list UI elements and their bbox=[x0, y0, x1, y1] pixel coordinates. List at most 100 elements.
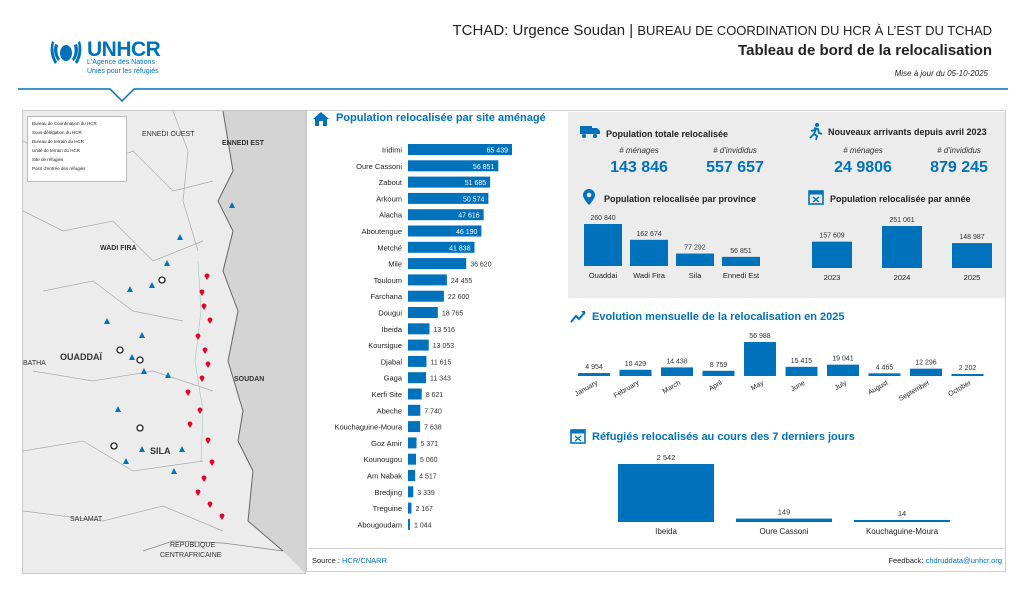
site-category-label: Aboutengue bbox=[362, 227, 402, 236]
site-value-label: 13 516 bbox=[433, 327, 455, 334]
site-bar bbox=[408, 241, 475, 253]
entry-point-marker bbox=[185, 389, 191, 396]
year-value-label: 148 987 bbox=[959, 234, 984, 241]
site-value-label: 36 620 bbox=[470, 262, 492, 269]
site-category-label: Goz Amir bbox=[371, 439, 402, 448]
last7-bar bbox=[618, 464, 714, 522]
year-bar bbox=[952, 243, 992, 268]
source-label: Source : bbox=[312, 556, 343, 565]
logo-name: UNHCR bbox=[87, 38, 161, 61]
new-arrivals-title: Nouveaux arrivants depuis avril 2023 bbox=[828, 127, 987, 137]
site-bar bbox=[408, 290, 444, 302]
site-category-label: Touloum bbox=[374, 276, 402, 285]
site-value-label: 8 621 bbox=[426, 392, 444, 399]
site-bar-chart: Iridimi 65 439 Oure Cassoni 56 851 Zabout 51 … bbox=[334, 144, 512, 530]
month-bar bbox=[910, 368, 942, 376]
year-category-label: 2025 bbox=[964, 273, 981, 282]
trend-icon bbox=[570, 309, 586, 328]
month-value-label: 4 465 bbox=[876, 364, 894, 371]
entry-point-marker bbox=[207, 317, 213, 324]
feedback-email-link[interactable]: chdruddata@unhcr.org bbox=[925, 556, 1002, 565]
last7-value-label: 2 542 bbox=[657, 453, 676, 462]
site-category-label: Ibeida bbox=[382, 325, 403, 334]
province-value-label: 77 292 bbox=[684, 245, 706, 252]
site-category-label: Kounougou bbox=[364, 455, 402, 464]
site-bar bbox=[408, 518, 410, 530]
map-markers bbox=[104, 202, 235, 520]
site-value-label: 7 638 bbox=[424, 425, 442, 432]
entry-point-marker bbox=[205, 437, 211, 444]
runner-icon bbox=[806, 122, 824, 145]
legend-coord-office: Bureau de Coordination du HCR bbox=[32, 121, 97, 126]
source-text: Source : HCR/CNARR bbox=[312, 556, 387, 565]
site-category-label: Gaga bbox=[384, 374, 403, 383]
site-chart-title: Population relocalisée par site aménagé bbox=[336, 112, 546, 124]
province-bar bbox=[722, 256, 760, 266]
site-value-label: 51 685 bbox=[465, 180, 487, 187]
legend-refugee-site: Site de réfugiés bbox=[32, 157, 64, 162]
last7-chart-title: Réfugiés relocalisés au cours des 7 dern… bbox=[592, 431, 855, 443]
logo-line1: L'Agence des Nations bbox=[87, 59, 155, 66]
site-bar bbox=[408, 323, 430, 335]
year-value-label: 251 061 bbox=[889, 217, 914, 224]
entry-point-marker bbox=[195, 333, 201, 340]
entry-point-marker bbox=[187, 421, 193, 428]
refugee-site-marker bbox=[127, 286, 133, 292]
entry-point-marker bbox=[201, 475, 207, 482]
province-category-label: Wadi Fira bbox=[633, 271, 666, 280]
province-category-label: Sila bbox=[689, 271, 702, 280]
year-bar bbox=[882, 226, 922, 268]
site-category-label: Mile bbox=[388, 260, 402, 269]
truck-icon bbox=[580, 123, 600, 144]
site-category-label: Farchana bbox=[370, 292, 403, 301]
map-label-ennedi-est: ENNEDI EST bbox=[222, 140, 265, 147]
site-bar bbox=[408, 176, 491, 188]
refugee-site-marker bbox=[171, 468, 177, 474]
header-divider bbox=[18, 88, 1008, 103]
month-bar bbox=[661, 367, 693, 376]
month-bar bbox=[827, 364, 859, 376]
month-bar bbox=[578, 373, 610, 376]
refugee-site-marker bbox=[104, 318, 110, 324]
site-bar bbox=[408, 453, 417, 465]
map-label-sila: SILA bbox=[150, 446, 171, 456]
legend-field-office: Bureau de terrain du HCR bbox=[32, 139, 85, 144]
province-category-label: Ouaddai bbox=[589, 271, 618, 280]
map-label-ouaddai: OUADDAÏ bbox=[60, 352, 102, 362]
map-drawing bbox=[23, 111, 305, 573]
month-category-label: August bbox=[867, 380, 889, 397]
site-category-label: Am Nabak bbox=[367, 472, 402, 481]
office-marker bbox=[110, 442, 118, 450]
site-bar bbox=[408, 372, 427, 384]
site-category-label: Arkoum bbox=[376, 194, 402, 203]
update-date: Mise à jour du 05-10-2025 bbox=[894, 69, 988, 78]
month-category-label: March bbox=[662, 380, 682, 396]
refugee-site-marker bbox=[129, 354, 135, 360]
year-category-label: 2023 bbox=[824, 273, 841, 282]
site-value-label: 11 615 bbox=[430, 359, 451, 366]
site-category-label: Iridimi bbox=[382, 146, 402, 155]
site-bar bbox=[408, 470, 416, 481]
site-value-label: 18 765 bbox=[442, 311, 464, 318]
site-value-label: 46 190 bbox=[456, 229, 478, 236]
map-label-ennedi-ouest: ENNEDI OUEST bbox=[142, 131, 195, 138]
month-bar bbox=[785, 366, 818, 376]
new-individus-label: # d'invididus bbox=[937, 146, 981, 155]
site-category-label: Abougoudam bbox=[357, 520, 402, 529]
entry-point-marker bbox=[209, 459, 215, 466]
site-category-label: Abeche bbox=[377, 406, 402, 415]
month-category-label: January bbox=[574, 379, 599, 398]
office-marker bbox=[158, 276, 166, 284]
calendar-x-icon bbox=[570, 428, 586, 449]
province-bar-chart: 260 840 Ouaddai 162 674 Wadi Fira 77 292 Sila… bbox=[584, 215, 760, 280]
map-label-wadi-fira: WADI FIRA bbox=[100, 245, 137, 252]
page-title: TCHAD: Urgence Soudan | BUREAU DE COORDI… bbox=[453, 22, 992, 39]
last7-category-label: Kouchaguine-Moura bbox=[866, 527, 939, 536]
province-bar bbox=[676, 253, 714, 266]
month-value-label: 2 202 bbox=[959, 365, 977, 372]
feedback-label: Feedback: bbox=[888, 556, 926, 565]
map-label-rca-2: CENTRAFRICAINE bbox=[160, 552, 222, 559]
last7-category-label: Oure Cassoni bbox=[760, 527, 809, 536]
entry-point-marker bbox=[207, 501, 213, 508]
month-bar bbox=[744, 342, 776, 376]
